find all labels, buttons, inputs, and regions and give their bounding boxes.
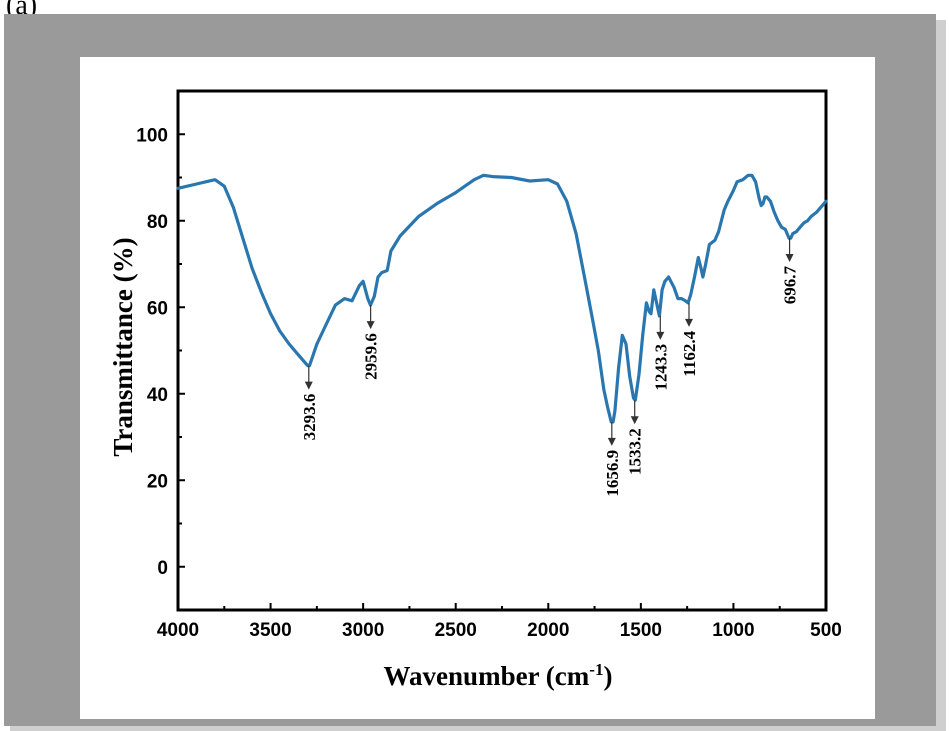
x-tick-label: 4000 [157,620,199,641]
transmittance-series-line [176,173,828,424]
plot-card: Transmittance (%) Wavenumber (cm-1) 0 20 4… [80,57,875,719]
ftir-spectrum-chart: Transmittance (%) Wavenumber (cm-1) 0 20 4… [108,89,842,691]
x-tick-label: 2500 [435,620,477,641]
peak-label: 696.7 [781,266,800,305]
y-tick-label: 100 [136,125,168,146]
y-tick-label: 60 [147,298,168,319]
x-axis-title: Wavenumber (cm-1) [384,660,613,691]
y-tick-label: 80 [147,212,168,233]
x-axis-title-main: Wavenumber (cm [384,661,590,691]
y-axis-title: Transmittance (%) [108,237,138,456]
x-tick-label: 3000 [342,620,384,641]
peak-label: 3293.6 [300,394,319,441]
y-tick-label: 20 [147,471,168,492]
x-tick-label: 500 [810,620,842,641]
peak-label: 2959.6 [362,333,381,380]
y-axis-title-group: Transmittance (%) [108,237,138,456]
x-tick-label: 2000 [527,620,569,641]
peak-arrow-head [366,321,375,330]
peak-label: 1162.4 [680,330,699,376]
peak-arrow-head [607,437,616,446]
y-tick-label: 40 [147,385,168,406]
frame-shadow-right [936,20,946,730]
x-tick-label: 3500 [249,620,291,641]
peak-arrow-head [684,318,693,327]
peak-arrow-head [304,381,313,390]
plot-frame [176,89,828,612]
plot-layer: 0 20 40 60 80 100 4000 3500 3000 2500 2000 1500 1000… [136,89,842,641]
peak-label: 1656.9 [603,450,622,497]
x-tick-label: 1000 [712,620,754,641]
frame-shadow-bottom [10,726,946,731]
peak-arrow-head [656,331,665,340]
peak-label: 1533.2 [626,428,645,475]
peak-arrow-head [785,254,794,263]
x-axis-title-superscript: -1 [589,660,603,679]
x-tick-label: 1500 [620,620,662,641]
x-axis-title-end: ) [603,661,612,691]
peak-arrow-head [630,416,639,425]
peak-label: 1243.3 [651,344,670,391]
y-tick-label: 0 [157,558,168,579]
